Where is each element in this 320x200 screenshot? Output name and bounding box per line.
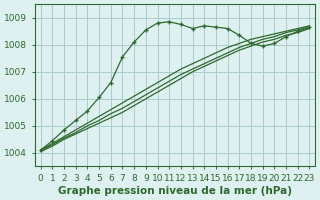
X-axis label: Graphe pression niveau de la mer (hPa): Graphe pression niveau de la mer (hPa) (58, 186, 292, 196)
